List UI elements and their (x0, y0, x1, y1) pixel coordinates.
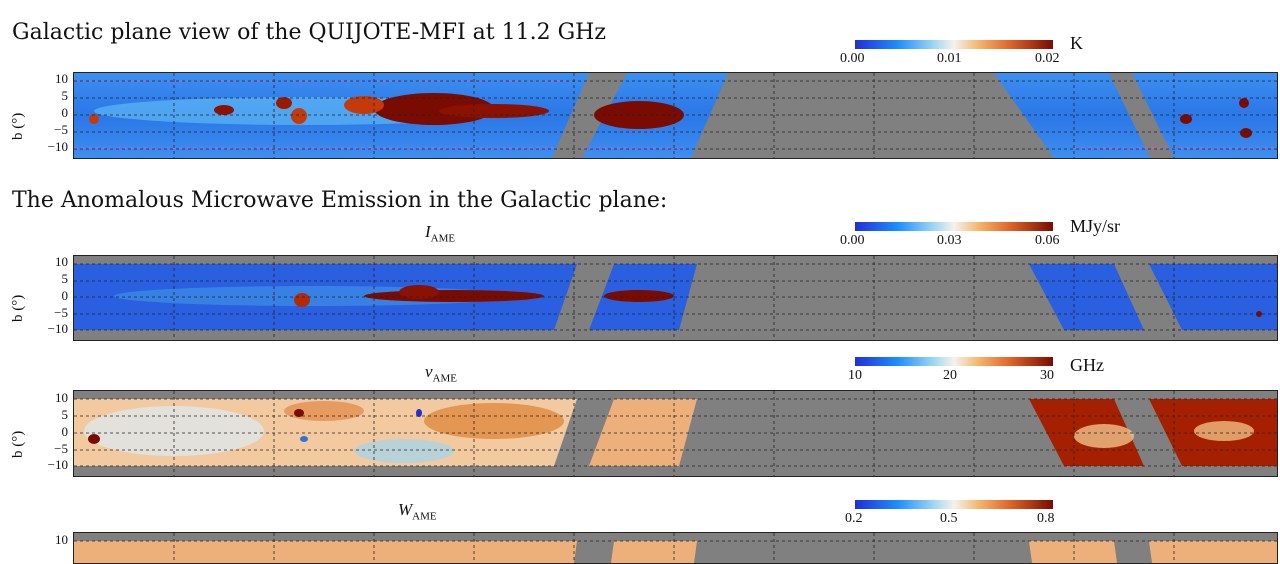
colorbar-mfi (855, 40, 1053, 49)
section1-heading: Galactic plane view of the QUIJOTE-MFI a… (12, 20, 606, 45)
y-tick-iame-m5: −5 (54, 305, 68, 320)
panel-title-iame: IAME (425, 222, 456, 245)
colorbar-wame-tick-2: 0.8 (1037, 511, 1055, 526)
colorbar-mfi-tick-0: 0.00 (840, 51, 865, 66)
colorbar-iame-tick-2: 0.06 (1035, 233, 1060, 248)
map-panel-iame (73, 255, 1278, 341)
panel-title-wame: WAME (398, 500, 437, 523)
map-panel-wame (73, 532, 1278, 564)
panel-title-nuame: νAME (425, 362, 457, 385)
y-tick-nuame-10: 10 (55, 390, 68, 405)
map-nuame (74, 391, 1277, 476)
colorbar-nuame-tick-0: 10 (848, 368, 862, 383)
y-tick-mfi-10: 10 (55, 71, 68, 86)
map-mfi (74, 73, 1277, 158)
y-tick-nuame-5: 5 (61, 407, 69, 422)
colorbar-mfi-unit: K (1070, 33, 1083, 53)
y-tick-iame-0: 0 (61, 288, 69, 303)
y-tick-mfi-m5: −5 (54, 122, 68, 137)
y-tick-iame-10: 10 (55, 254, 68, 269)
y-tick-nuame-0: 0 (61, 424, 69, 439)
colorbar-nuame-unit: GHz (1070, 355, 1104, 375)
colorbar-nuame (855, 357, 1053, 366)
y-tick-wame-10: 10 (55, 532, 68, 547)
map-panel-nuame (73, 390, 1278, 477)
colorbar-iame-tick-0: 0.00 (840, 233, 865, 248)
y-tick-iame-5: 5 (61, 271, 69, 286)
colorbar-wame-tick-0: 0.2 (845, 511, 863, 526)
y-tick-mfi-m10: −10 (47, 139, 68, 154)
colorbar-mfi-tick-2: 0.02 (1035, 51, 1060, 66)
y-tick-mfi-5: 5 (61, 88, 69, 103)
map-panel-mfi (73, 72, 1278, 159)
y-tick-mfi-0: 0 (61, 105, 69, 120)
colorbar-iame-tick-1: 0.03 (937, 233, 962, 248)
section2-heading: The Anomalous Microwave Emission in the … (12, 188, 668, 213)
y-axis-label-mfi: b (°) (10, 112, 26, 140)
y-tick-iame-m10: −10 (47, 321, 68, 336)
colorbar-nuame-tick-1: 20 (943, 368, 957, 383)
colorbar-iame-unit: MJy/sr (1070, 216, 1121, 236)
y-axis-label-iame: b (°) (10, 294, 26, 322)
colorbar-wame (855, 500, 1053, 509)
map-iame (74, 256, 1277, 340)
y-tick-nuame-m10: −10 (47, 457, 68, 472)
y-axis-label-nuame: b (°) (10, 430, 26, 458)
map-wame (74, 533, 1277, 563)
colorbar-iame (855, 222, 1053, 231)
colorbar-nuame-tick-2: 30 (1040, 368, 1054, 383)
colorbar-mfi-tick-1: 0.01 (937, 51, 962, 66)
y-tick-nuame-m5: −5 (54, 441, 68, 456)
colorbar-wame-tick-1: 0.5 (940, 511, 958, 526)
